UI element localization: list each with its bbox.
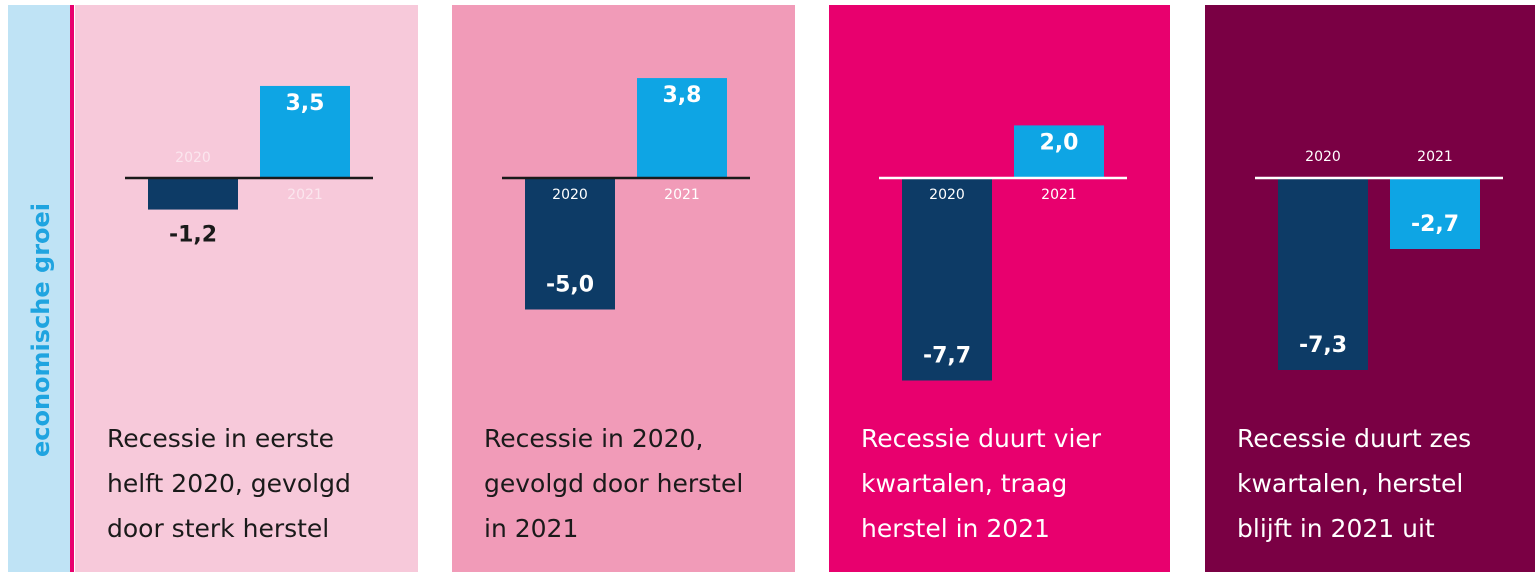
caption: in 2021 (484, 514, 578, 543)
side-strip (8, 5, 70, 572)
side-divider (70, 5, 74, 572)
category-label: 2020 (552, 187, 588, 203)
caption: herstel in 2021 (861, 514, 1050, 543)
caption: Recessie in eerste (107, 424, 334, 453)
category-label: 2021 (664, 187, 700, 203)
panel (1205, 5, 1535, 572)
category-label: 2020 (1305, 149, 1341, 165)
side-label: economische groei (27, 203, 55, 457)
value-label: -1,2 (169, 223, 217, 248)
value-label: 3,8 (663, 83, 702, 108)
panel (452, 5, 795, 572)
bar (148, 178, 238, 210)
caption: door sterk herstel (107, 514, 329, 543)
bar (525, 178, 615, 310)
bar (1390, 178, 1480, 250)
caption: gevolgd door herstel (484, 469, 743, 498)
value-label: -7,3 (1299, 333, 1347, 358)
value-label: -2,7 (1411, 212, 1459, 237)
caption: Recessie in 2020, (484, 424, 703, 453)
category-label: 2021 (1041, 187, 1077, 203)
category-label: 2020 (175, 150, 211, 166)
bar (1278, 178, 1368, 370)
bar (637, 78, 727, 178)
category-label: 2020 (929, 187, 965, 203)
panel (75, 5, 418, 572)
value-label: -5,0 (546, 273, 594, 298)
category-label: 2021 (1417, 149, 1453, 165)
bar (902, 178, 992, 381)
value-label: -7,7 (923, 344, 971, 369)
caption: helft 2020, gevolgd (107, 469, 351, 498)
value-label: 3,5 (286, 91, 325, 116)
bar (260, 85, 350, 178)
caption: Recessie duurt zes (1237, 424, 1471, 453)
caption: kwartalen, herstel (1237, 469, 1463, 498)
caption: kwartalen, traag (861, 469, 1067, 498)
caption: Recessie duurt vier (861, 424, 1102, 453)
bar (1014, 125, 1104, 178)
caption: blijft in 2021 uit (1237, 514, 1435, 543)
category-label: 2021 (287, 187, 323, 203)
value-label: 2,0 (1040, 130, 1079, 155)
panel (829, 5, 1170, 572)
